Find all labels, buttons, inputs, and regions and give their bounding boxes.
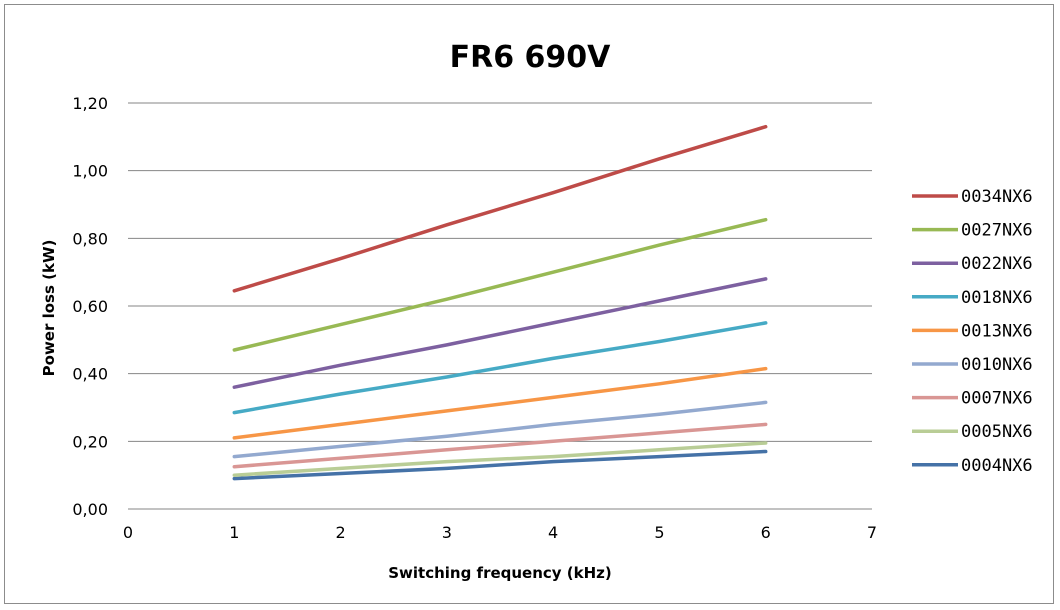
legend-label-0013NX6: 0013NX6: [961, 321, 1033, 341]
legend: 0034NX6 0027NX6 0022NX6 0018NX6 0013NX6 0010N…: [912, 187, 1033, 476]
y-tick-label: 0,20: [72, 432, 108, 451]
gridlines: [128, 102, 872, 510]
x-tick-label: 7: [867, 523, 877, 542]
y-tick-label: 1,20: [72, 94, 108, 113]
legend-label-0007NX6: 0007NX6: [961, 389, 1033, 409]
series-line-0004NX6: [232, 449, 768, 481]
legend-label-0010NX6: 0010NX6: [961, 355, 1033, 375]
x-axis-ticks: 0 1 2 3 4 5 6 7: [123, 523, 877, 542]
x-axis-label: Switching frequency (kHz): [388, 564, 612, 582]
series-line-0013NX6: [232, 366, 768, 440]
x-tick-label: 3: [442, 523, 452, 542]
chart-frame: [4, 4, 1054, 604]
series-line-0007NX6: [232, 422, 768, 469]
legend-label-0034NX6: 0034NX6: [961, 187, 1033, 207]
legend-label-0018NX6: 0018NX6: [961, 288, 1033, 308]
legend-label-0005NX6: 0005NX6: [961, 422, 1033, 442]
series-line-0027NX6: [232, 217, 768, 352]
series-line-0018NX6: [232, 321, 768, 415]
series-line-0005NX6: [232, 441, 768, 477]
x-tick-label: 1: [229, 523, 239, 542]
chart-title: FR6 690V: [450, 40, 612, 75]
series-lines: [232, 124, 768, 481]
y-tick-label: 0,60: [72, 297, 108, 316]
x-tick-label: 2: [335, 523, 345, 542]
y-tick-label: 1,00: [72, 162, 108, 181]
legend-label-0022NX6: 0022NX6: [961, 254, 1033, 274]
y-tick-label: 0,40: [72, 365, 108, 384]
x-tick-label: 0: [123, 523, 133, 542]
y-tick-label: 0,00: [72, 500, 108, 519]
x-tick-label: 5: [654, 523, 664, 542]
series-line-0034NX6: [232, 124, 768, 293]
series-line-0022NX6: [232, 277, 768, 389]
y-axis-label: Power loss (kW): [40, 240, 58, 377]
x-tick-label: 6: [761, 523, 771, 542]
legend-label-0004NX6: 0004NX6: [961, 456, 1033, 476]
series-line-0010NX6: [232, 400, 768, 459]
y-tick-label: 0,80: [72, 229, 108, 248]
legend-label-0027NX6: 0027NX6: [961, 221, 1033, 241]
y-axis-ticks: 0,00 0,20 0,40 0,60 0,80 1,00 1,20: [72, 94, 108, 519]
x-tick-label: 4: [548, 523, 558, 542]
